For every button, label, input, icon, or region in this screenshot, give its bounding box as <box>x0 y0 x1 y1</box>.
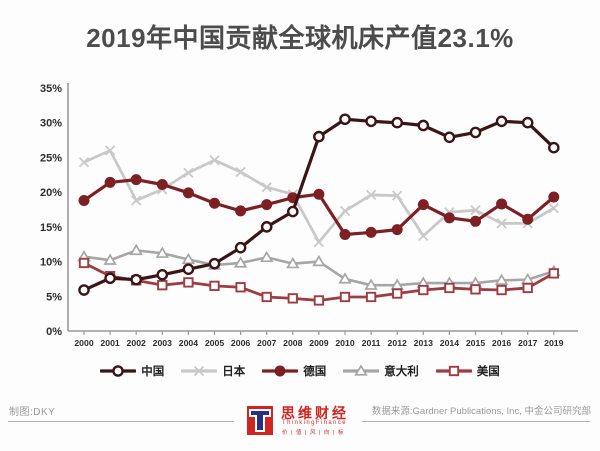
x-axis-tick-label: 2003 <box>153 338 172 348</box>
legend-label: 日本 <box>222 366 246 378</box>
footer-credit: 制图:DKY <box>9 407 56 418</box>
y-axis-tick-label: 30% <box>40 118 62 130</box>
x-axis-tick-label: 2008 <box>283 338 302 348</box>
y-axis-tick-label: 5% <box>46 291 62 303</box>
y-axis-tick-label: 15% <box>40 222 62 234</box>
x-axis-tick-label: 2009 <box>309 338 328 348</box>
legend-label: 美国 <box>476 366 500 378</box>
line-chart: 0% 5% 10% 15% 20% 25% 30% 35% 2000 2001 2002 2003 20… <box>40 83 578 348</box>
x-axis-tick-label: 2002 <box>127 338 146 348</box>
footer-source: 数据来源:Gardner Publications, Inc, 中金公司研究部 <box>371 406 591 417</box>
footer-divider-right <box>362 421 590 422</box>
legend-item-usa: 美国 <box>435 363 500 379</box>
legend-item-germany: 德国 <box>262 363 326 379</box>
chart-legend: 中国 日本 德国 意大利 美国 <box>0 362 600 380</box>
x-axis-tick-label: 2006 <box>231 338 250 348</box>
x-axis-tick-label: 2015 <box>466 338 485 348</box>
legend-item-italy: 意大利 <box>343 363 419 379</box>
thinking-finance-logo-icon <box>247 406 273 435</box>
y-axis-tick-label: 25% <box>40 152 62 164</box>
germany-legend-marker-icon <box>262 365 299 377</box>
x-axis-tick-label: 2004 <box>179 338 198 348</box>
x-axis-tick-label: 2011 <box>362 338 381 348</box>
brand-tagline: 价 | 值 | 风 | 向 | 标 <box>282 430 345 436</box>
y-axis-tick-label: 35% <box>40 83 62 95</box>
brand-subtitle: ThinkingFinance <box>282 420 348 426</box>
series-china <box>78 113 560 296</box>
logo-t-shape <box>257 411 263 430</box>
legend-label: 德国 <box>303 366 327 378</box>
page-title: 2019年中国贡献全球机床产值23.1% <box>86 23 514 53</box>
legend-item-japan: 日本 <box>181 363 245 379</box>
series-germany <box>78 174 560 240</box>
y-axis-tick-label: 20% <box>40 187 62 199</box>
legend-label: 意大利 <box>384 366 419 378</box>
x-axis-tick-label: 2019 <box>544 338 563 348</box>
x-axis-tick-label: 2010 <box>335 338 354 348</box>
legend-label: 中国 <box>141 366 165 378</box>
china-legend-marker-icon <box>100 365 137 377</box>
y-axis-tick-label: 0% <box>46 326 62 338</box>
x-axis-tick-label: 2005 <box>205 338 224 348</box>
brand-name: 思维财经 <box>281 405 349 421</box>
japan-legend-marker-icon <box>181 365 218 377</box>
y-axis-tick-label: 10% <box>40 257 62 269</box>
x-axis-tick-label: 2001 <box>100 338 119 348</box>
x-axis-tick-label: 2016 <box>492 338 511 348</box>
x-axis-tick-label: 2014 <box>440 338 459 348</box>
x-axis-tick-label: 2013 <box>414 338 433 348</box>
italy-legend-marker-icon <box>343 364 380 376</box>
x-axis-tick-label: 2007 <box>257 338 276 348</box>
legend-item-china: 中国 <box>100 363 164 379</box>
x-axis-tick-label: 2012 <box>388 338 407 348</box>
series-italy <box>77 243 561 290</box>
x-axis-tick-label: 2000 <box>74 338 93 348</box>
footer-divider-left <box>8 421 234 422</box>
usa-legend-marker-icon <box>435 365 472 377</box>
x-axis-tick-label: 2017 <box>518 338 537 348</box>
